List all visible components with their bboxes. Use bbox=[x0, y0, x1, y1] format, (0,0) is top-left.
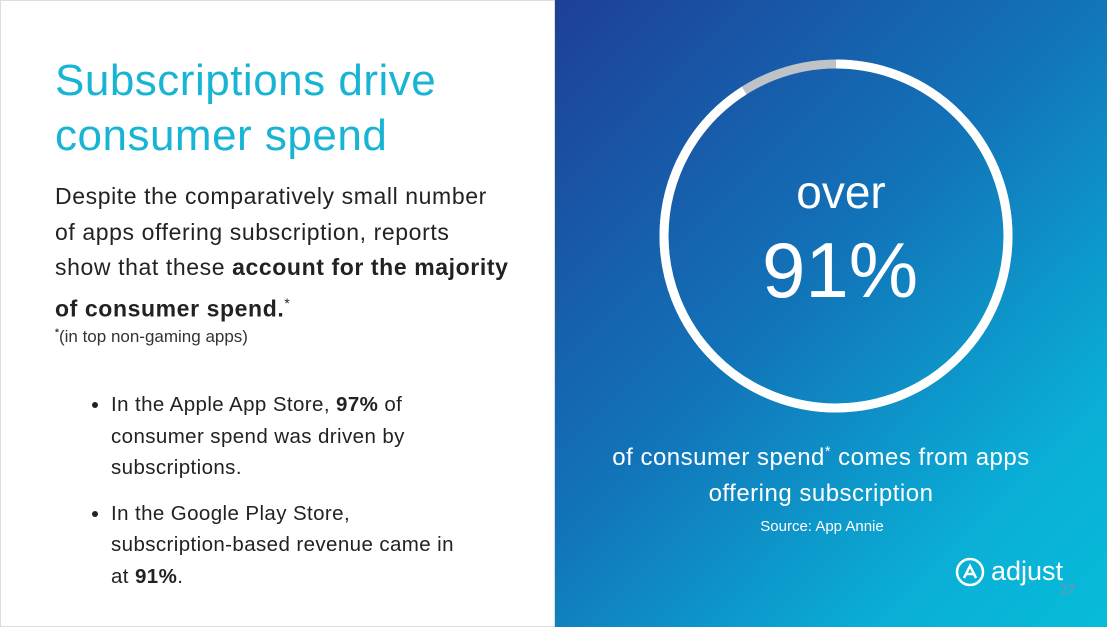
page-number: 27 bbox=[1060, 581, 1076, 597]
left-panel: Subscriptions drive consumer spend Despi… bbox=[0, 0, 555, 627]
footnote-text: (in top non-gaming apps) bbox=[58, 327, 248, 346]
bullet: In the Google Play Store, subscription-b… bbox=[111, 498, 456, 593]
logo-icon bbox=[955, 557, 985, 586]
intro-bold: account for the majority of consumer spe… bbox=[55, 254, 509, 322]
stat-label: 91% bbox=[762, 226, 918, 314]
caption-text: comes from apps offering subscription bbox=[708, 444, 1030, 507]
stat-prefix: over bbox=[796, 166, 885, 218]
bullet-text: In the Apple App Store, bbox=[111, 393, 337, 416]
bullet: In the Apple App Store, 97% of consumer … bbox=[111, 389, 456, 484]
bullet-list: In the Apple App Store, 97% of consumer … bbox=[71, 389, 456, 606]
logo-text: adjust bbox=[991, 556, 1064, 586]
title-line: consumer spend bbox=[55, 111, 388, 160]
bullet-text: In the Google Play Store, subscription-b… bbox=[111, 501, 454, 588]
caption: of consumer spend* comes from apps offer… bbox=[595, 434, 1047, 512]
right-panel: over 91% of consumer spend* comes from a… bbox=[555, 0, 1107, 627]
ring-chart: over 91% bbox=[659, 59, 1013, 413]
caption-text: of consumer spend bbox=[612, 444, 825, 471]
ring-arc bbox=[659, 59, 1013, 413]
bullet-text: of consumer spend was driven by subscrip… bbox=[111, 393, 405, 479]
caption-mark: * bbox=[824, 444, 831, 460]
footnote-mark: * bbox=[55, 327, 59, 339]
title: Subscriptions drive consumer spend bbox=[55, 53, 436, 163]
intro: Despite the comparatively small number o… bbox=[55, 179, 510, 327]
footnote: *(in top non-gaming apps) bbox=[55, 327, 248, 347]
intro-mark: * bbox=[284, 295, 291, 311]
title-line: Subscriptions drive bbox=[55, 56, 437, 105]
bullet-bold: 97% bbox=[336, 393, 379, 416]
bullet-text: . bbox=[177, 564, 184, 588]
logo: adjust bbox=[955, 556, 1063, 587]
source: Source: App Annie bbox=[760, 518, 884, 535]
intro-text: Despite the comparatively small number o… bbox=[55, 183, 487, 280]
bullet-bold: 91% bbox=[135, 564, 178, 588]
